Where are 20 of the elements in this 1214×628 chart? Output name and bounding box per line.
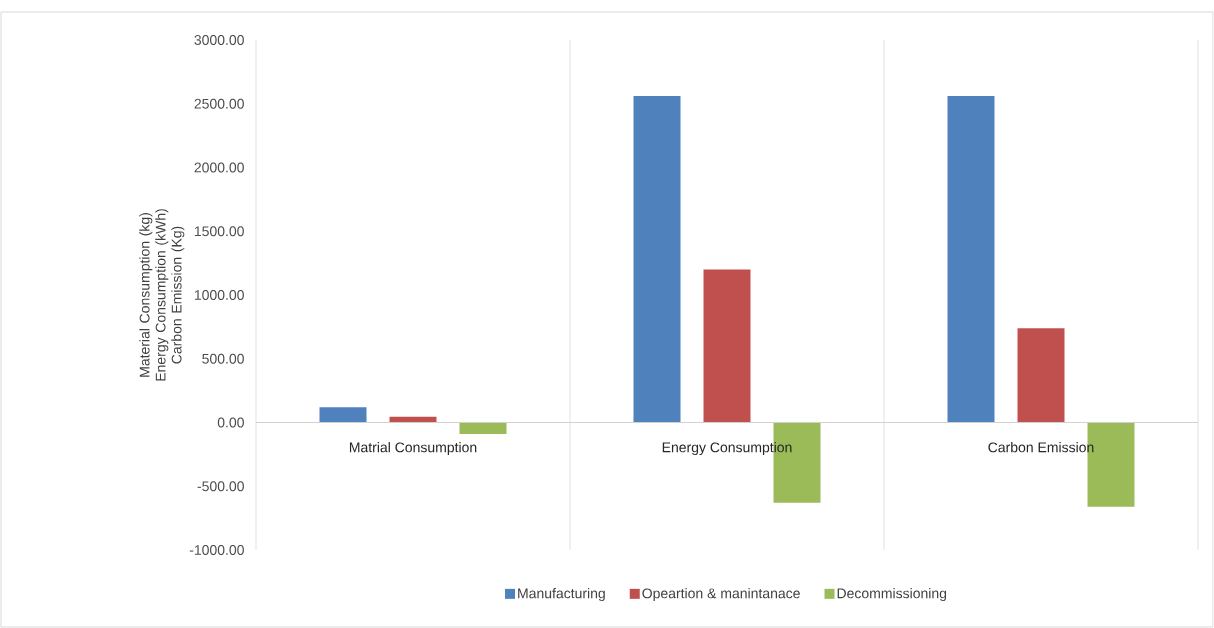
y-tick-label: -1000.00: [189, 545, 244, 555]
legend-label: Decommissioning: [837, 588, 947, 602]
y-tick-label: 2000.00: [194, 162, 244, 173]
y-tick-label: 3000.00: [194, 35, 244, 45]
legend-label: Manufacturing: [518, 588, 605, 602]
y-tick-label: 1500.00: [194, 226, 244, 237]
bar: [947, 96, 995, 423]
x-tick-label: Matrial Consumption: [349, 442, 477, 456]
y-tick-label: 1000.00: [194, 290, 244, 300]
legend-label: Opeartion & manintanace: [642, 588, 800, 602]
bar: [1017, 328, 1065, 423]
bar: [459, 422, 507, 434]
bar: [703, 269, 751, 423]
bar: [633, 96, 681, 423]
y-tick-label: 500.00: [202, 353, 244, 364]
y-axis-title: Material Consumption (kg) Energy Consumption (kWh) Carbon Emission (Kg): [139, 209, 185, 381]
y-tick-label: 2500.00: [194, 98, 244, 109]
bar: [319, 407, 367, 423]
y-tick-label: 0.00: [217, 417, 244, 428]
y-tick-label: -500.00: [197, 481, 244, 492]
